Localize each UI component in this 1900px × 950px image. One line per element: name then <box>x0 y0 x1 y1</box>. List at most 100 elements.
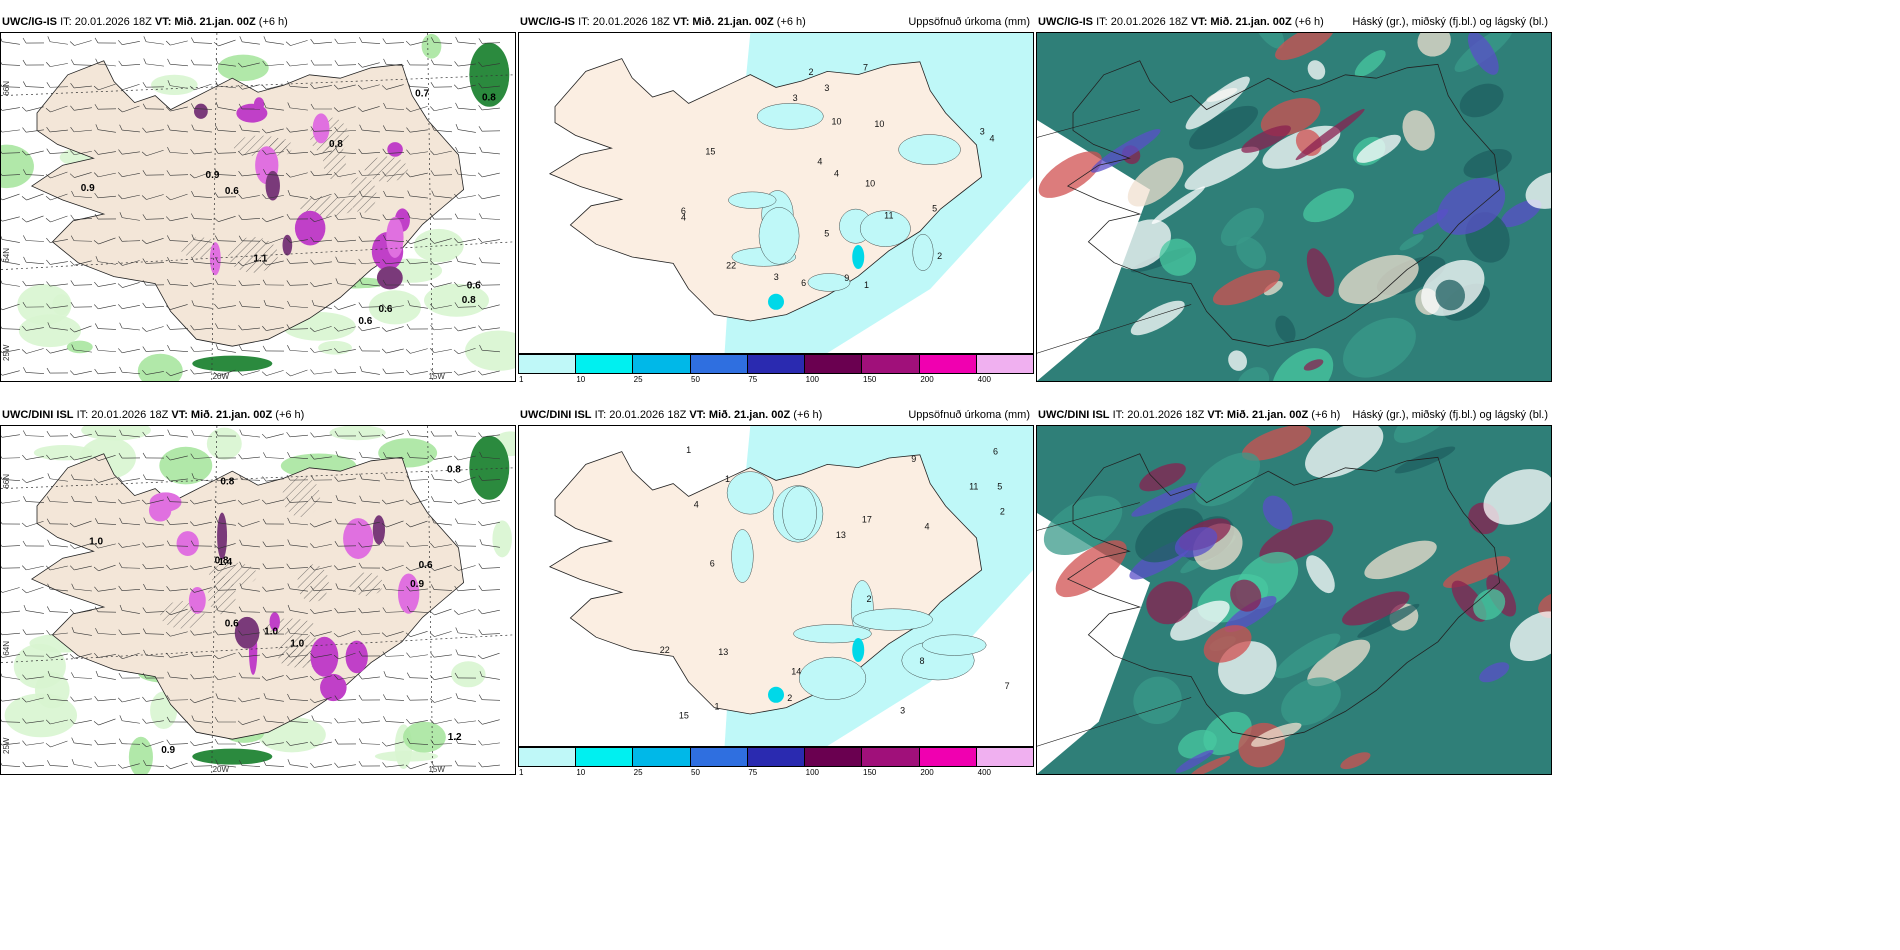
precip-value: 8 <box>920 656 925 666</box>
precip-value: 1 <box>686 445 691 455</box>
axis-label: 15W <box>428 372 445 381</box>
precip-colorbar <box>518 354 1034 374</box>
colorbar-tick: 10 <box>576 375 586 384</box>
colorbar-tick: 25 <box>633 375 643 384</box>
contour-value: 0.6 <box>358 316 372 327</box>
contour-value: 0.8 <box>220 476 234 487</box>
valid-label: VT: <box>171 409 188 421</box>
colorbar-tick: 150 <box>863 768 877 777</box>
colorbar-swatch <box>633 355 691 373</box>
map-canvas: 66N 64N 25W 20W 15W 0.6 0.7 0.9 0.8 1.1 0.8 0.6 0.6 0… <box>1 33 515 381</box>
valid-label: VT: <box>1207 409 1224 421</box>
colorbar-tick: 100 <box>805 375 820 384</box>
precip-value: 1 <box>714 702 719 712</box>
lead-time: (+6 h) <box>1294 16 1324 28</box>
contour-value: 0.9 <box>161 745 175 756</box>
contour-value: 0.8 <box>482 93 496 104</box>
panel-header: UWC/IG-IS IT: 20.01.2026 18Z VT: Mið. 21… <box>518 12 1034 32</box>
valid-label: VT: <box>689 409 706 421</box>
panel-header: UWC/IG-IS IT: 20.01.2026 18Z VT: Mið. 21… <box>0 12 516 32</box>
precip-value: 5 <box>932 204 937 214</box>
precip-value: 11 <box>884 211 893 221</box>
init-time: IT: 20.01.2026 18Z <box>76 409 169 421</box>
precip-value: 10 <box>865 178 875 188</box>
cloud-map[interactable] <box>1036 32 1552 382</box>
contour-value: 0.7 <box>415 88 429 99</box>
contour-value: 0.9 <box>206 170 220 181</box>
colorbar-tick: 25 <box>633 768 643 777</box>
wind-map[interactable]: 66N 64N 25W 20W 15W 0.6 0.7 0.9 0.8 1.1 0.8 0.6 0.6 0… <box>0 32 516 382</box>
precip-map[interactable]: 1 2 3 4 5 6 8 9 13 14 17 15 22 11 13 7 6 1 2 4 2 1 <box>518 425 1034 747</box>
contour-value: 0.8 <box>329 139 343 150</box>
lead-time: (+6 h) <box>793 409 823 421</box>
precip-value: 3 <box>793 93 798 103</box>
precip-value: 4 <box>694 499 699 509</box>
axis-label: 66N <box>2 474 11 489</box>
axis-label: 25W <box>2 344 11 361</box>
valid-label: VT: <box>154 16 172 28</box>
precip-value: 11 <box>969 482 978 492</box>
colorbar-tick: 75 <box>748 375 758 384</box>
model-name: UWC/DINI ISL <box>1038 409 1110 421</box>
colorbar-swatch <box>747 748 806 766</box>
precip-value: 7 <box>1005 681 1010 691</box>
contour-value: 1.4 <box>218 557 232 568</box>
lead-time: (+6 h) <box>1311 409 1341 421</box>
map-panel-4: UWC/DINI ISL IT: 20.01.2026 18Z VT: Mið.… <box>0 405 516 795</box>
precip-value: 5 <box>824 229 829 239</box>
colorbar-ticks: 1 10 25 50 75 100 150 200 400 <box>518 375 1034 387</box>
colorbar-tick: 150 <box>863 375 877 384</box>
precip-value: 10 <box>832 116 842 126</box>
colorbar-swatch <box>805 748 863 766</box>
axis-label: 20W <box>213 765 230 774</box>
precip-map[interactable]: 1 2 3 4 4 3 6 7 10 11 15 22 9 5 2 4 3 10 10 5 4 3 6 <box>518 32 1034 354</box>
colorbar-tick: 400 <box>977 768 992 777</box>
colorbar-swatch <box>862 748 920 766</box>
precip-value: 22 <box>726 260 736 270</box>
colorbar-swatch <box>690 355 748 373</box>
field-title: Háský (gr.), miðský (fj.bl.) og lágský (… <box>1352 409 1548 421</box>
colorbar-ticks: 1 10 25 50 75 100 150 200 400 <box>518 768 1034 780</box>
contour-value: 0.8 <box>447 464 461 475</box>
precip-value: 13 <box>836 530 846 540</box>
map-panel-6: UWC/DINI ISL IT: 20.01.2026 18Z VT: Mið.… <box>1036 405 1552 795</box>
contour-value: 1.0 <box>290 639 304 650</box>
colorbar-swatch <box>862 355 920 373</box>
map-canvas <box>1037 33 1551 381</box>
precip-value: 6 <box>801 278 806 288</box>
precip-value: 6 <box>993 446 998 456</box>
init-time: IT: 20.01.2026 18Z <box>1112 409 1205 421</box>
precip-value: 1 <box>864 280 869 290</box>
colorbar-tick: 50 <box>691 375 700 384</box>
colorbar-swatch <box>519 748 577 766</box>
colorbar-swatch <box>805 355 863 373</box>
valid-time: Mið. 21.jan. 00Z <box>708 409 791 421</box>
colorbar-tick: 100 <box>805 768 820 777</box>
precip-value: 7 <box>863 62 868 72</box>
field-title: Háský (gr.), miðský (fj.bl.) og lágský (… <box>1352 16 1548 28</box>
panel-header: UWC/IG-IS IT: 20.01.2026 18Z VT: Mið. 21… <box>1036 12 1552 32</box>
map-panel-2: UWC/IG-IS IT: 20.01.2026 18Z VT: Mið. 21… <box>518 12 1034 402</box>
axis-label: 66N <box>2 81 11 96</box>
valid-label: VT: <box>672 16 690 28</box>
valid-time: Mið. 21.jan. 00Z <box>174 16 256 28</box>
axis-label: 64N <box>2 248 11 263</box>
precip-value: 3 <box>824 83 829 93</box>
model-name: UWC/IG-IS <box>1038 16 1093 28</box>
init-time: IT: 20.01.2026 18Z <box>594 409 687 421</box>
precip-value: 6 <box>681 206 686 216</box>
colorbar-tick: 200 <box>920 768 934 777</box>
cloud-map[interactable] <box>1036 425 1552 775</box>
field-title: Uppsöfnuð úrkoma (mm) <box>908 16 1030 28</box>
contour-value: 0.6 <box>225 186 239 197</box>
lead-time: (+6 h) <box>275 409 305 421</box>
contour-value: 0.6 <box>419 560 433 571</box>
precip-value: 2 <box>866 594 871 604</box>
colorbar-swatch <box>690 748 748 766</box>
colorbar-tick: 1 <box>519 375 524 384</box>
precip-value: 3 <box>774 272 779 282</box>
precip-value: 10 <box>874 119 884 129</box>
wind-map[interactable]: 66N 64N 25W 20W 15W 0.8 0.9 1.4 1.0 0.8 0.6 1.2 1.0 0… <box>0 425 516 775</box>
axis-label: 15W <box>428 765 445 774</box>
